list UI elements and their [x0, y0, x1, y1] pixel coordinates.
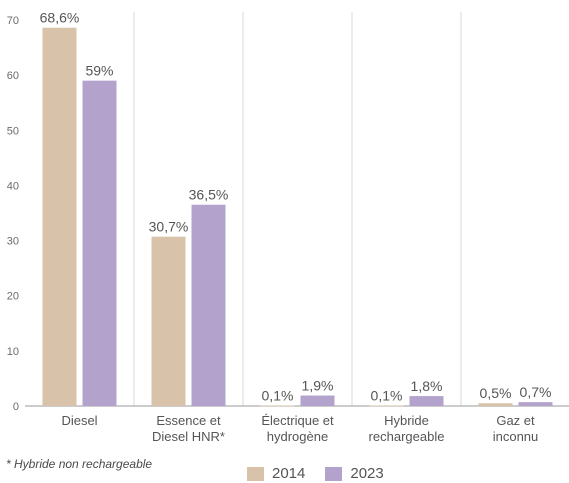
footnote: * Hybride non rechargeable — [6, 457, 153, 471]
legend-item-2023: 2023 — [325, 465, 384, 482]
category-label: Diesel HNR* — [152, 429, 225, 444]
data-label-2014-1: 30,7% — [149, 219, 189, 235]
category-label: Gaz et — [496, 413, 535, 428]
y-tick-label: 40 — [7, 180, 19, 192]
data-label-2014-3: 0,1% — [371, 387, 403, 403]
category-label: Électrique et — [261, 413, 334, 428]
data-label-2014-0: 68,6% — [40, 10, 80, 26]
legend-label-2023: 2023 — [350, 465, 384, 482]
bar-2014-0 — [42, 27, 77, 406]
legend-item-2014: 2014 — [247, 465, 305, 482]
bar-2023-3 — [409, 396, 444, 406]
legend-swatch-2023 — [325, 466, 343, 481]
legend-swatch-2014 — [247, 466, 264, 481]
legend: 2014 2023 — [247, 465, 404, 482]
bar-2014-4 — [478, 403, 513, 406]
data-label-2014-2: 0,1% — [262, 387, 294, 403]
bar-2023-2 — [300, 395, 335, 406]
bar-2023-0 — [82, 80, 117, 407]
category-label: rechargeable — [369, 429, 445, 444]
data-label-2023-2: 1,9% — [302, 378, 334, 394]
y-tick-label: 70 — [7, 15, 19, 27]
data-label-2023-0: 59% — [85, 63, 113, 79]
bar-2023-4 — [518, 402, 553, 406]
data-label-2023-1: 36,5% — [189, 187, 229, 203]
bar-2014-2 — [260, 405, 295, 407]
bar-2023-1 — [191, 204, 226, 406]
y-tick-label: 20 — [7, 291, 19, 303]
y-tick-label: 60 — [7, 70, 19, 82]
bar-2014-3 — [369, 405, 404, 407]
data-label-2014-4: 0,5% — [480, 385, 512, 401]
data-label-2023-4: 0,7% — [520, 384, 552, 400]
y-tick-label: 0 — [13, 401, 19, 413]
y-tick-label: 10 — [7, 346, 19, 358]
category-label: inconnu — [493, 429, 539, 444]
category-label: Diesel — [61, 413, 97, 428]
category-label: Essence et — [156, 413, 221, 428]
y-tick-label: 30 — [7, 236, 19, 248]
category-label: hydrogène — [267, 429, 328, 444]
data-label-2023-3: 1,8% — [411, 378, 443, 394]
legend-label-2014: 2014 — [272, 465, 306, 482]
category-label: Hybride — [384, 413, 429, 428]
y-tick-label: 50 — [7, 125, 19, 137]
bar-2014-1 — [151, 236, 186, 406]
